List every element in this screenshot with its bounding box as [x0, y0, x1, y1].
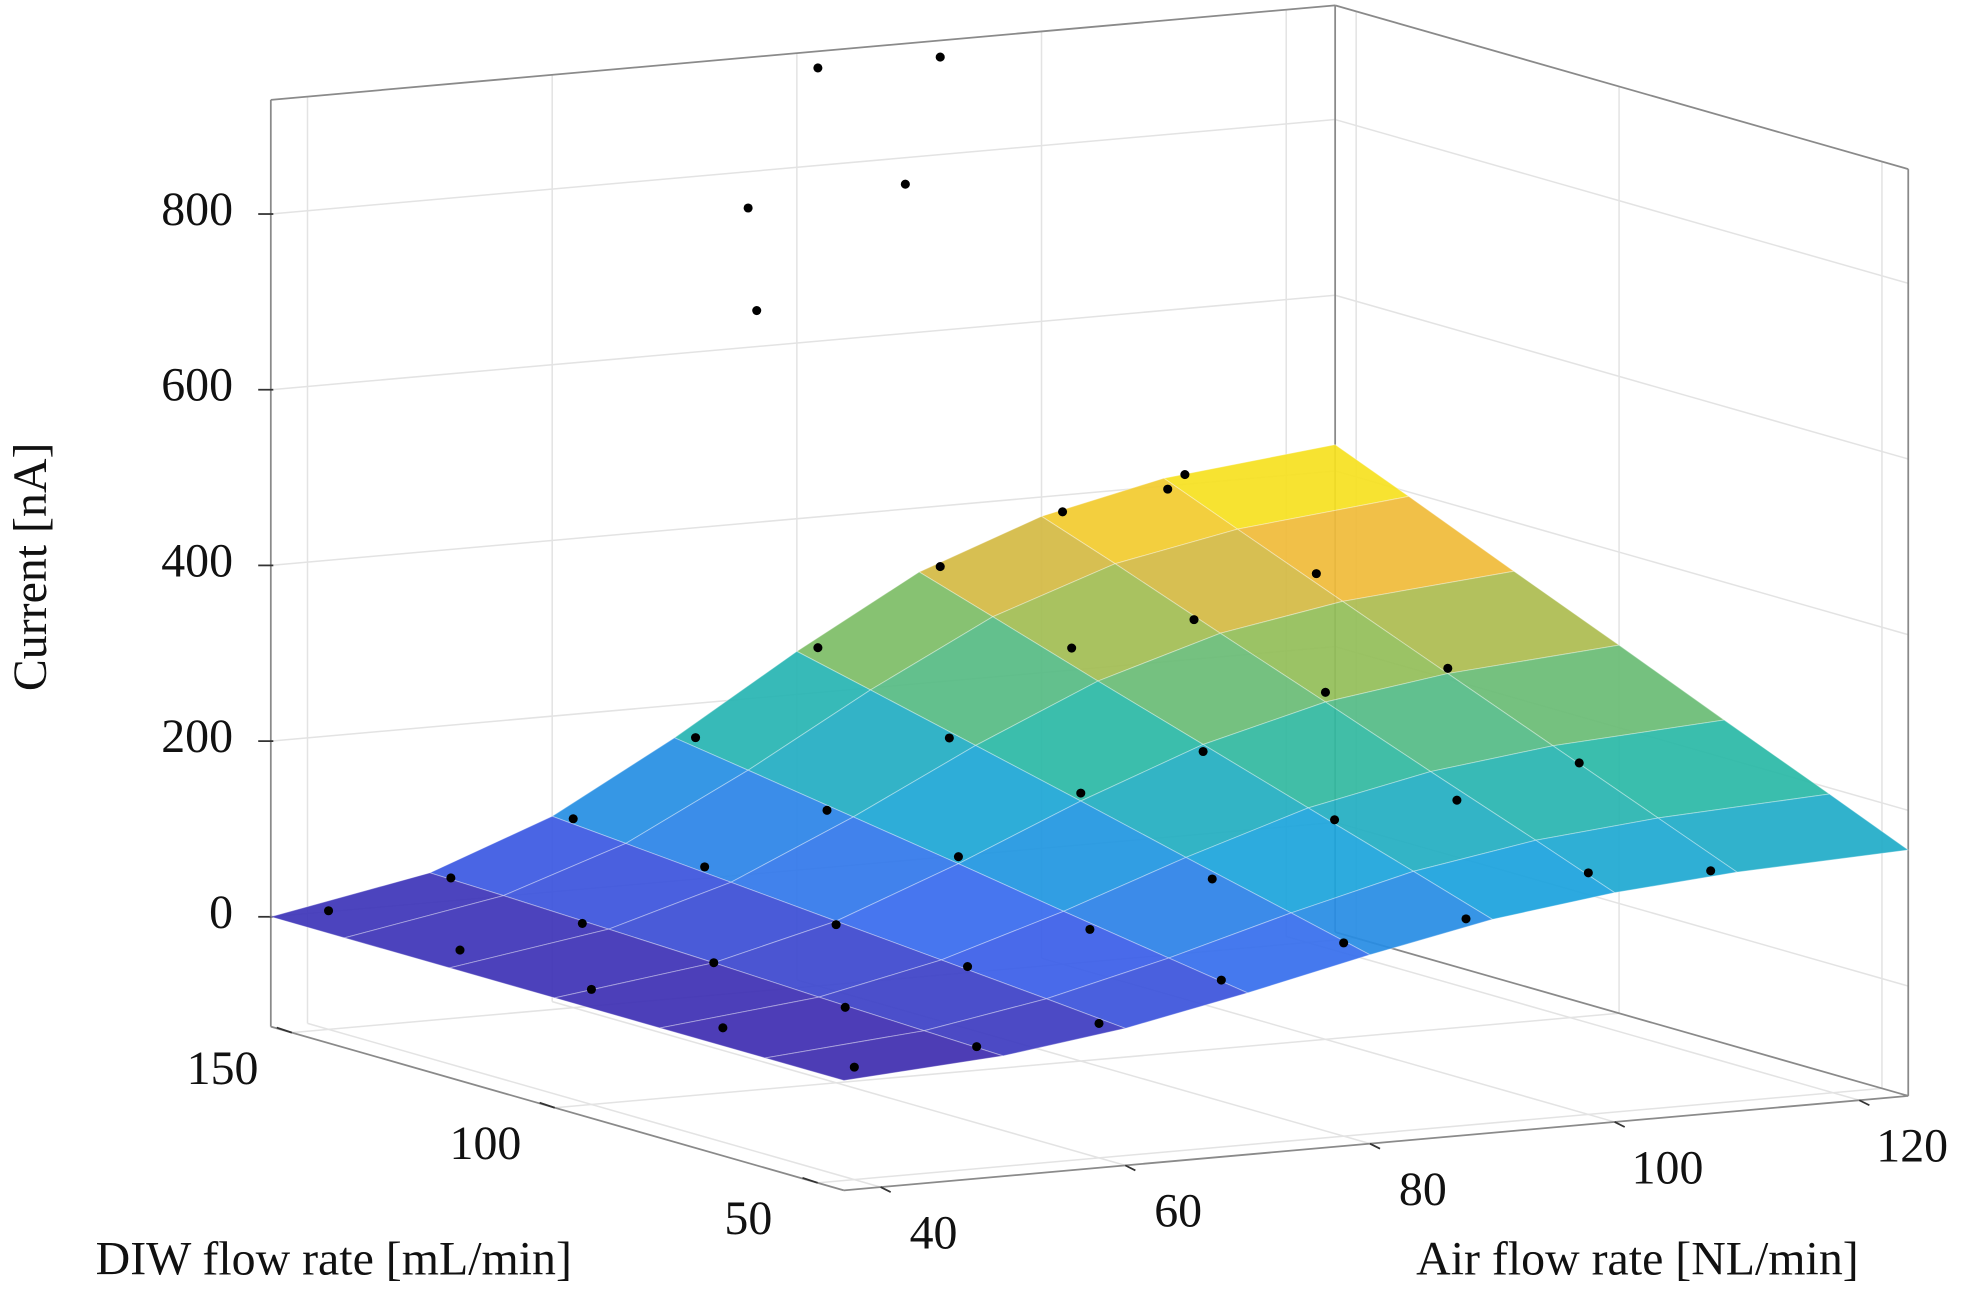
scatter-point [586, 984, 596, 994]
axis-box-edge [270, 4, 1336, 101]
scatter-point [1189, 615, 1199, 625]
scatter-point [813, 63, 823, 73]
scatter-point [568, 814, 578, 824]
scatter-point [1461, 914, 1471, 924]
scatter-point [813, 643, 823, 653]
y-tick-label: 50 [724, 1192, 772, 1245]
z-tick-label: 800 [161, 183, 233, 236]
surface-patch [764, 1030, 1004, 1082]
surface-patch [852, 744, 1082, 865]
x-tick-label: 40 [910, 1206, 958, 1259]
z-tick-label: 600 [161, 359, 233, 412]
x-tick [1369, 1142, 1381, 1150]
scatter-point [944, 733, 954, 743]
x-tick-label: 80 [1399, 1163, 1447, 1216]
grid-line [817, 1087, 1883, 1184]
scatter-point [1320, 687, 1330, 697]
grid-line [1285, 935, 1860, 1101]
x-tick [880, 1186, 892, 1193]
grid-line [270, 118, 1336, 215]
surface-patch [268, 872, 506, 939]
scatter-point [953, 852, 963, 862]
scatter-point [1085, 924, 1095, 934]
scatter-point [1583, 868, 1593, 878]
scatter-point [935, 562, 945, 572]
scatter-point [1058, 507, 1068, 517]
surface-patch [1044, 957, 1250, 1029]
grid-line [1334, 470, 1909, 636]
scatter-point [455, 945, 465, 955]
scatter-point [1339, 938, 1349, 948]
scatter-point [1076, 788, 1086, 798]
scatter-point [1443, 663, 1453, 673]
grid-line [1334, 118, 1909, 285]
y-tick [276, 1026, 293, 1034]
grid-line [554, 1012, 1620, 1109]
scatter-point [709, 958, 719, 968]
surface-patch [1551, 719, 1831, 819]
scatter-point [718, 1023, 728, 1033]
grid-line [1334, 294, 1909, 460]
x-tick [1614, 1121, 1626, 1128]
scatter-point [935, 52, 945, 62]
scatter-point [1198, 746, 1208, 757]
scatter-point [752, 306, 762, 316]
z-tick-label: 400 [161, 534, 233, 587]
x-axis-label: Air flow rate [NL/min] [1416, 1232, 1859, 1285]
grid-line [551, 1000, 1126, 1167]
z-axis-label: Current [nA] [4, 443, 57, 692]
axis-box-edge [1334, 4, 1909, 170]
scatter-point [743, 203, 753, 213]
scatter-point [691, 733, 701, 743]
x-tick-label: 60 [1154, 1185, 1202, 1238]
scatter-point [577, 918, 587, 928]
surface-patch [1289, 870, 1494, 956]
scatter-point [840, 1002, 850, 1012]
y-tick-label: 150 [187, 1042, 259, 1095]
scatter-point [324, 906, 334, 916]
scatter-point [1094, 1018, 1104, 1028]
grid-line [307, 1022, 881, 1188]
surface-patch [1656, 793, 1910, 873]
scatter-point [1574, 758, 1584, 768]
scatter-point [1706, 866, 1716, 876]
axis-box-edge [843, 1095, 1909, 1192]
scatter-point [972, 1042, 982, 1052]
scatter-point [1452, 795, 1462, 805]
scatter-point [1330, 815, 1340, 825]
x-tick [1124, 1164, 1136, 1172]
axis-box-edge [270, 1025, 845, 1192]
scatter-point [1216, 975, 1226, 985]
z-tick-label: 200 [161, 710, 233, 763]
scatter-point [963, 962, 973, 972]
grid-line [270, 294, 1336, 391]
scatter-point [1163, 484, 1173, 494]
x-tick [1858, 1099, 1870, 1107]
y-tick [802, 1176, 818, 1184]
y-tick-label: 100 [450, 1117, 522, 1170]
scatter-point [1311, 569, 1321, 579]
scatter-point [1207, 874, 1217, 884]
x-tick-label: 120 [1876, 1120, 1948, 1173]
scatter-point [849, 1062, 859, 1072]
x-tick-label: 100 [1632, 1141, 1704, 1194]
scatter-point [900, 179, 910, 189]
surface-patch [1412, 839, 1616, 920]
scatter-point [831, 920, 841, 930]
y-tick [539, 1101, 556, 1109]
scatter-point [700, 862, 710, 872]
axis-box-edge [1334, 931, 1909, 1097]
scatter-point [446, 873, 456, 883]
scatter-point [822, 805, 832, 815]
surface-patch [342, 895, 611, 969]
y-axis-label: DIW flow rate [mL/min] [96, 1232, 572, 1285]
z-tick-label: 0 [209, 886, 233, 939]
scatter-point [1180, 470, 1190, 480]
scatter-point [1067, 643, 1077, 653]
surface-patch [551, 737, 750, 845]
